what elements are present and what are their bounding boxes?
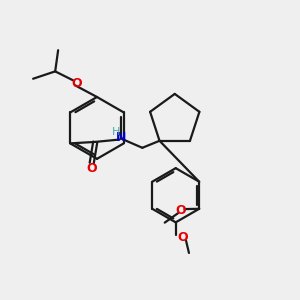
Text: O: O xyxy=(176,204,186,217)
Text: O: O xyxy=(178,231,188,244)
Text: O: O xyxy=(71,77,82,90)
Text: H: H xyxy=(112,127,120,137)
Text: N: N xyxy=(116,131,126,144)
Text: O: O xyxy=(86,162,97,175)
